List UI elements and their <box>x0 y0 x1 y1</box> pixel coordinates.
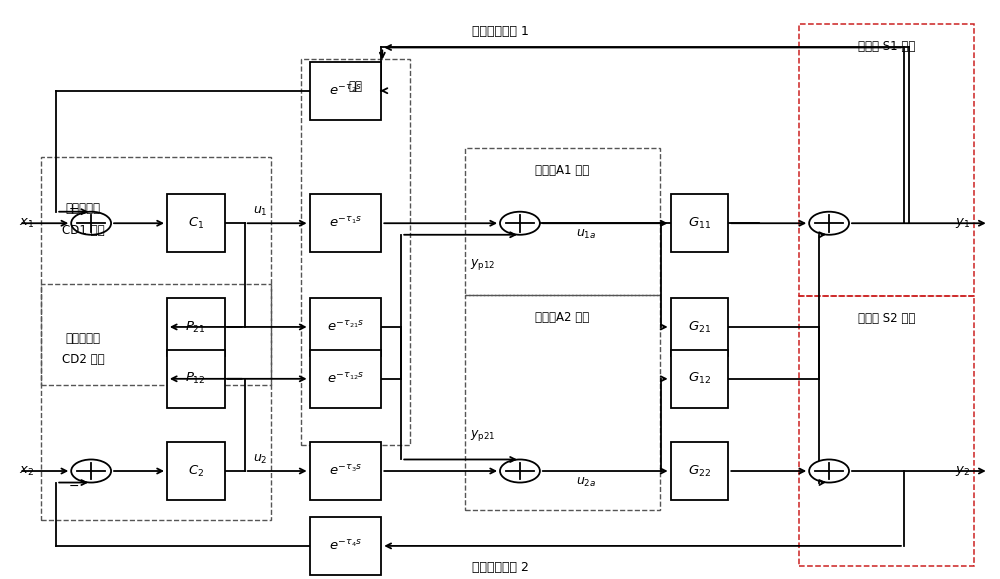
Bar <box>301 59 410 445</box>
Text: $G_{11}$: $G_{11}$ <box>688 216 711 231</box>
Text: 传感器 S1 节点: 传感器 S1 节点 <box>858 40 916 53</box>
Text: $G_{21}$: $G_{21}$ <box>688 320 711 335</box>
Text: $y_2$: $y_2$ <box>955 464 970 478</box>
Circle shape <box>500 212 540 234</box>
Bar <box>465 148 660 295</box>
Bar <box>41 157 271 384</box>
Bar <box>671 350 728 408</box>
Text: $u_2$: $u_2$ <box>253 453 267 466</box>
Circle shape <box>71 460 111 482</box>
Bar <box>465 295 660 510</box>
Text: 网络: 网络 <box>348 80 362 93</box>
Text: 控制解耦器: 控制解耦器 <box>66 332 101 345</box>
Text: $e^{-\tau_3 s}$: $e^{-\tau_3 s}$ <box>329 464 362 478</box>
Text: $u_{2a}$: $u_{2a}$ <box>576 475 596 489</box>
Text: $-$: $-$ <box>68 202 79 215</box>
Text: 控制解耦器: 控制解耦器 <box>66 202 101 215</box>
Bar <box>310 195 381 252</box>
Circle shape <box>71 212 111 234</box>
Bar <box>310 62 381 119</box>
Text: $G_{12}$: $G_{12}$ <box>688 371 711 386</box>
Text: $G_{22}$: $G_{22}$ <box>688 463 711 479</box>
Bar <box>167 298 225 356</box>
Text: $C_2$: $C_2$ <box>188 463 204 479</box>
Text: $y_1$: $y_1$ <box>955 216 970 230</box>
Text: CD1 节点: CD1 节点 <box>62 223 104 237</box>
Bar <box>167 195 225 252</box>
Text: 传感器 S2 节点: 传感器 S2 节点 <box>858 312 916 325</box>
Bar <box>671 298 728 356</box>
Circle shape <box>809 212 849 234</box>
Text: $e^{-\tau_{21} s}$: $e^{-\tau_{21} s}$ <box>327 320 364 334</box>
Text: $y_{\mathrm{p12}}$: $y_{\mathrm{p12}}$ <box>470 257 496 272</box>
Text: $e^{-\tau_1 s}$: $e^{-\tau_1 s}$ <box>329 216 362 230</box>
Text: $u_1$: $u_1$ <box>253 204 267 218</box>
Text: 闭环控制回路 1: 闭环控制回路 1 <box>472 25 528 38</box>
Circle shape <box>500 460 540 482</box>
Text: 执行器A2 节点: 执行器A2 节点 <box>535 311 589 324</box>
Text: 闭环控制回路 2: 闭环控制回路 2 <box>472 560 528 574</box>
Text: 执行器A1 节点: 执行器A1 节点 <box>535 164 589 177</box>
Bar <box>671 195 728 252</box>
Text: CD2 节点: CD2 节点 <box>62 353 104 367</box>
Bar <box>799 296 974 566</box>
Bar <box>167 350 225 408</box>
Bar <box>310 517 381 575</box>
Text: $e^{-\tau_4 s}$: $e^{-\tau_4 s}$ <box>329 539 362 553</box>
Text: $y_{\mathrm{p21}}$: $y_{\mathrm{p21}}$ <box>470 428 496 443</box>
Text: $u_{1a}$: $u_{1a}$ <box>576 228 596 241</box>
Text: $-$: $-$ <box>68 479 79 492</box>
Bar <box>310 298 381 356</box>
Bar <box>671 442 728 500</box>
Text: $P_{21}$: $P_{21}$ <box>185 320 206 335</box>
Bar <box>167 442 225 500</box>
Text: $x_1$: $x_1$ <box>19 217 35 230</box>
Text: $e^{-\tau_{12} s}$: $e^{-\tau_{12} s}$ <box>327 372 364 386</box>
Bar <box>310 350 381 408</box>
Bar <box>310 442 381 500</box>
Bar <box>41 284 271 520</box>
Circle shape <box>809 460 849 482</box>
Text: $P_{12}$: $P_{12}$ <box>185 371 206 386</box>
Bar <box>799 24 974 296</box>
Text: $C_1$: $C_1$ <box>188 216 204 231</box>
Text: $e^{-\tau_2 s}$: $e^{-\tau_2 s}$ <box>329 84 362 98</box>
Text: $x_2$: $x_2$ <box>19 464 34 478</box>
